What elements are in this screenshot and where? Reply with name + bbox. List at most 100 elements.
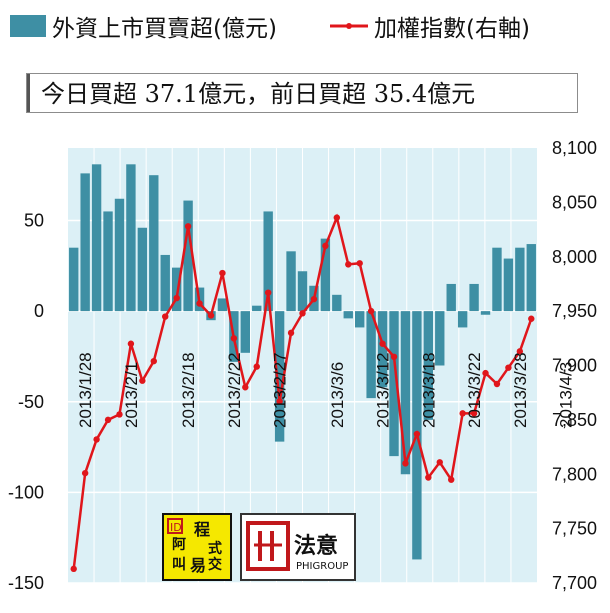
legend-bar-label: 外資上市買賣超(億元): [52, 16, 277, 42]
logo-arrow-trading-icon: ID 阿 叫 程 式 交 易: [167, 518, 222, 575]
line-point: [356, 260, 363, 267]
line-point: [207, 312, 215, 319]
line-point: [448, 476, 455, 483]
line-point: [528, 315, 535, 322]
bar: [263, 211, 273, 312]
svg-text:式: 式: [208, 540, 222, 557]
summary-box: 今日買超 37.1億元，前日買超 35.4億元: [26, 73, 578, 113]
bar-series: [69, 164, 536, 560]
line-point: [425, 474, 432, 481]
line-point: [162, 313, 169, 320]
y-right-tick-label: 7,700: [552, 573, 597, 593]
y-right-tick-label: 7,950: [552, 301, 597, 321]
svg-text:ID: ID: [170, 521, 182, 534]
bar: [457, 311, 468, 328]
logo-arrow-trading: ID 阿 叫 程 式 交 易: [162, 513, 232, 581]
line-point: [345, 261, 352, 268]
x-tick-label: 2013/2/27: [271, 352, 290, 428]
bar: [114, 198, 125, 312]
line-point: [402, 460, 409, 467]
svg-text:交: 交: [208, 556, 222, 573]
line-point: [127, 340, 135, 347]
y-left-tick-label: -100: [8, 482, 44, 502]
line-point: [470, 410, 478, 417]
line-point: [333, 214, 341, 221]
bar: [160, 254, 170, 312]
bar: [332, 294, 342, 312]
bar-swatch-icon: [10, 15, 46, 37]
line-point: [287, 329, 295, 337]
line-point: [310, 295, 318, 303]
line-point: [516, 348, 524, 355]
left-axis: 50 0 -50 -100 -150: [8, 211, 44, 594]
bar: [80, 173, 90, 312]
svg-text:PHIGROUP: PHIGROUP: [296, 561, 348, 572]
bar: [103, 211, 113, 312]
line-series: [70, 213, 535, 573]
y-left-tick-label: -150: [8, 573, 44, 593]
legend-item-bar: 外資上市買賣超(億元): [10, 6, 277, 46]
bar: [137, 227, 148, 312]
bar: [286, 251, 296, 312]
bar: [91, 164, 102, 312]
y-right-tick-label: 8,100: [552, 138, 597, 158]
line-point: [116, 411, 123, 418]
line-point: [493, 380, 501, 388]
line-point: [459, 410, 466, 417]
x-tick-label: 2013/3/6: [328, 362, 347, 428]
x-tick-label: 2013/2/22: [225, 352, 244, 428]
combo-chart: 50 0 -50 -100 -150 8,100 8,050 8,000 7,950 7,900…: [8, 138, 597, 594]
svg-text:易: 易: [190, 556, 206, 575]
legend-item-line: 加權指數(右軸): [328, 6, 530, 46]
bar: [343, 311, 353, 319]
x-tick-label: 2013/3/28: [511, 352, 530, 428]
bar: [252, 305, 262, 312]
line-point: [299, 310, 306, 317]
y-left-tick-label: 50: [24, 211, 44, 231]
summary-text: 今日買超 37.1億元，前日買超 35.4億元: [41, 80, 476, 108]
x-tick-label: 2013/1/28: [76, 352, 95, 428]
line-point: [219, 269, 226, 277]
y-right-tick-label: 7,750: [552, 519, 597, 539]
line-point: [173, 294, 180, 302]
svg-text:叫: 叫: [172, 556, 186, 573]
bar: [320, 238, 331, 312]
x-tick-label: 2013/3/22: [465, 352, 484, 428]
legend: 外資上市買賣超(億元) 加權指數(右軸): [10, 6, 605, 46]
logo-phigroup-icon: 法意 PHIGROUP: [246, 521, 348, 572]
line-swatch-icon: [330, 23, 368, 29]
line-point: [196, 300, 203, 307]
bar: [171, 267, 182, 312]
line-point: [253, 363, 260, 370]
line-point: [367, 307, 375, 315]
svg-text:法意: 法意: [294, 533, 338, 559]
bar: [435, 311, 445, 366]
bar: [400, 311, 411, 475]
bar: [423, 311, 434, 420]
x-axis: 2013/1/28 2013/2/1 2013/2/18 2013/2/22 2013/…: [76, 352, 575, 428]
y-left-tick-label: -50: [18, 392, 44, 412]
x-tick-label: 2013/2/18: [179, 352, 198, 428]
line-point: [184, 223, 192, 230]
y-right-tick-label: 8,000: [552, 247, 597, 267]
bar: [126, 164, 136, 312]
line-point: [505, 364, 512, 371]
line-point: [379, 340, 386, 347]
bar: [446, 283, 456, 312]
line-point: [322, 242, 329, 250]
y-left-tick-label: 0: [34, 301, 44, 321]
bar: [526, 244, 536, 312]
bar: [503, 258, 514, 312]
svg-text:阿: 阿: [172, 537, 186, 553]
y-right-tick-label: 7,800: [552, 464, 597, 484]
y-right-tick-label: 8,050: [552, 192, 597, 212]
line-point: [139, 377, 146, 384]
bar: [69, 247, 79, 312]
bar: [377, 311, 388, 388]
x-tick-label: 2013/2/1: [122, 362, 141, 428]
bar: [297, 271, 308, 312]
line-point: [413, 430, 421, 438]
x-tick-label: 2013/3/18: [419, 352, 438, 428]
bar: [355, 311, 365, 328]
bar: [217, 298, 228, 312]
